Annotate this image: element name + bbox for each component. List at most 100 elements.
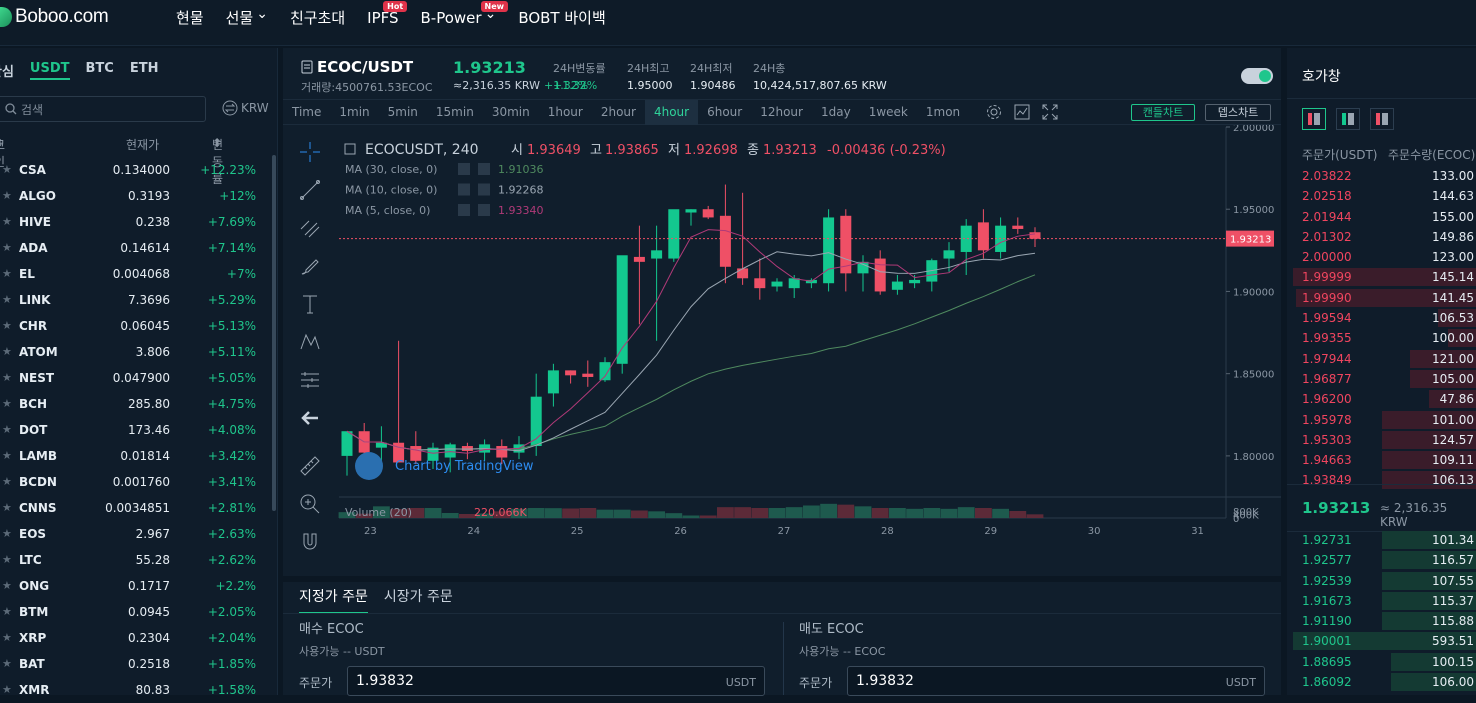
col-name[interactable]: 코인 ⬍ (0, 136, 4, 150)
col-price[interactable]: 현재가 (126, 136, 159, 153)
nav-item[interactable]: 선물⌄ (226, 7, 268, 28)
timeframe-5min[interactable]: 5min (379, 100, 427, 125)
ma-label[interactable]: MA (5, close, 0) (345, 204, 430, 217)
tab-limit-order[interactable]: 지정가 주문 (299, 586, 368, 614)
nav-item[interactable]: BOBT 바이백 (518, 7, 605, 28)
pair-selector[interactable]: ECOC/USDT (301, 58, 413, 76)
depth-chart-button[interactable]: 뎁스차트 (1205, 104, 1271, 121)
timeframe-30min[interactable]: 30min (483, 100, 539, 125)
tab-btc[interactable]: BTC (86, 61, 114, 80)
timeframe-15min[interactable]: 15min (427, 100, 483, 125)
bids-only-icon[interactable] (1336, 108, 1360, 130)
close-icon[interactable] (478, 204, 490, 216)
timeframe-1mon[interactable]: 1mon (917, 100, 969, 125)
tab-favorites[interactable]: 관심 (0, 61, 14, 80)
timeframe-1min[interactable]: 1min (330, 100, 378, 125)
watermark[interactable]: Chart by TradingView (395, 459, 534, 474)
timeframe-time[interactable]: Time (283, 100, 330, 125)
tab-usdt[interactable]: USDT (30, 61, 70, 80)
symbol-label[interactable]: ECOCUSDT, 240 (365, 142, 479, 158)
ma-label[interactable]: MA (30, close, 0) (345, 163, 437, 176)
close-icon[interactable] (478, 184, 490, 196)
candle-chart-button[interactable]: 캔들차트 (1131, 104, 1195, 121)
settings-icon[interactable] (458, 204, 470, 216)
scrollbar[interactable] (272, 155, 276, 511)
timeframe-12hour[interactable]: 12hour (751, 100, 812, 125)
nav-item[interactable]: 현물 (176, 7, 204, 28)
close-icon[interactable] (478, 163, 490, 175)
nav-item[interactable]: B-Power⌄New (421, 9, 497, 27)
tab-market-order[interactable]: 시장가 주문 (384, 586, 453, 614)
theme-toggle[interactable] (1241, 68, 1273, 84)
logo[interactable]: Boboo.com (0, 6, 108, 28)
ma-label[interactable]: MA (10, close, 0) (345, 184, 437, 197)
indicators-icon[interactable] (1014, 104, 1030, 120)
timeframe-1week[interactable]: 1week (860, 100, 917, 125)
search-input[interactable]: 검색 (0, 96, 206, 122)
timeframe-6hour[interactable]: 6hour (698, 100, 751, 125)
settings-icon[interactable] (458, 184, 470, 196)
timeframe-1day[interactable]: 1day (812, 100, 860, 125)
settings-icon[interactable] (458, 163, 470, 175)
timeframe-1hour[interactable]: 1hour (539, 100, 592, 125)
nav-item[interactable]: 친구초대 (290, 7, 345, 28)
asks-only-icon[interactable] (1370, 108, 1394, 130)
volume-label[interactable]: Volume (20) (345, 506, 412, 519)
col-change[interactable]: 변동률 ⬍ (212, 136, 222, 150)
fullscreen-icon[interactable] (1042, 104, 1058, 120)
tab-eth[interactable]: ETH (130, 61, 159, 80)
currency-toggle[interactable]: KRW (222, 100, 269, 116)
timeframe-2hour[interactable]: 2hour (592, 100, 645, 125)
both-sides-icon[interactable] (1302, 108, 1326, 130)
settings-icon[interactable] (986, 104, 1002, 120)
